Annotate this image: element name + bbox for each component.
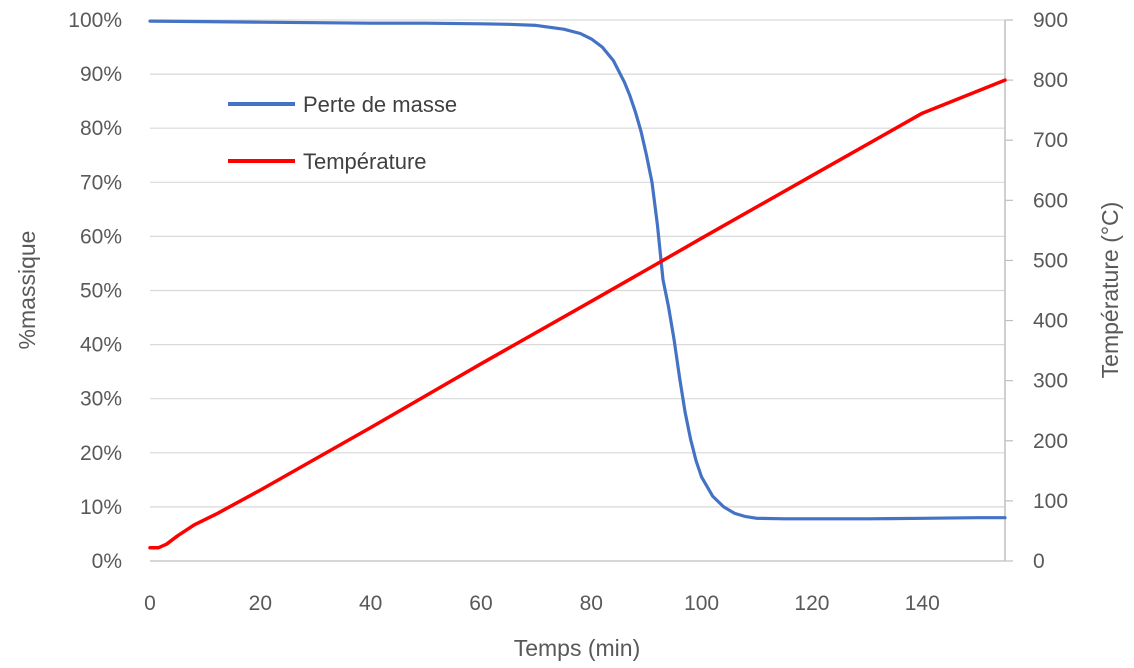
y-right-tick-label: 200	[1033, 430, 1068, 453]
x-tick-labels: 0 20 40 60 80 100 120 140	[144, 592, 940, 615]
series-layer	[148, 19, 1007, 550]
y-right-tick-label: 500	[1033, 249, 1068, 272]
y-left-tick-label: 20%	[80, 442, 122, 465]
gridlines	[150, 19, 1005, 562]
y-left-tick-label: 50%	[80, 280, 122, 303]
y-left-tick-label: 10%	[80, 496, 122, 519]
legend-label-mass-loss: Perte de masse	[303, 92, 457, 117]
y-left-tick-label: 100%	[68, 9, 122, 32]
series-line-mass-loss	[148, 19, 1007, 521]
x-tick-label: 60	[469, 592, 492, 615]
y-right-axis-title: Température (°C)	[1097, 202, 1123, 379]
y-left-tick-label: 30%	[80, 388, 122, 411]
series-line-temperature	[148, 78, 1007, 550]
y-left-tick-label: 90%	[80, 63, 122, 86]
y-right-tick-label: 0	[1033, 550, 1045, 573]
y-left-axis-title: %massique	[14, 231, 40, 350]
y-right-tick-label: 800	[1033, 69, 1068, 92]
y-right-tick-label: 600	[1033, 189, 1068, 212]
legend-label-temperature: Température	[303, 149, 427, 174]
y-right-tick-label: 300	[1033, 370, 1068, 393]
x-tick-label: 120	[794, 592, 829, 615]
y-left-tick-labels: 0% 10% 20% 30% 40% 50% 60% 70% 80% 90% 100%	[68, 9, 122, 573]
y-right-tick-label: 900	[1033, 9, 1068, 32]
y-right-tick-labels: 0 100 200 300 400 500 600 700 800 900	[1005, 9, 1068, 573]
x-tick-label: 140	[905, 592, 940, 615]
x-axis-title: Temps (min)	[514, 635, 641, 661]
y-right-tick-label: 100	[1033, 490, 1068, 513]
y-left-tick-label: 80%	[80, 117, 122, 140]
x-tick-label: 0	[144, 592, 156, 615]
x-tick-label: 20	[249, 592, 272, 615]
y-right-tick-label: 700	[1033, 129, 1068, 152]
y-left-tick-label: 0%	[92, 550, 122, 573]
y-left-tick-label: 40%	[80, 334, 122, 357]
y-left-tick-label: 70%	[80, 171, 122, 194]
y-right-tick-label: 400	[1033, 310, 1068, 333]
x-tick-label: 40	[359, 592, 382, 615]
legend: Perte de masse Température	[228, 92, 457, 174]
y-left-tick-label: 60%	[80, 225, 122, 248]
x-tick-label: 80	[580, 592, 603, 615]
x-tick-label: 100	[684, 592, 719, 615]
